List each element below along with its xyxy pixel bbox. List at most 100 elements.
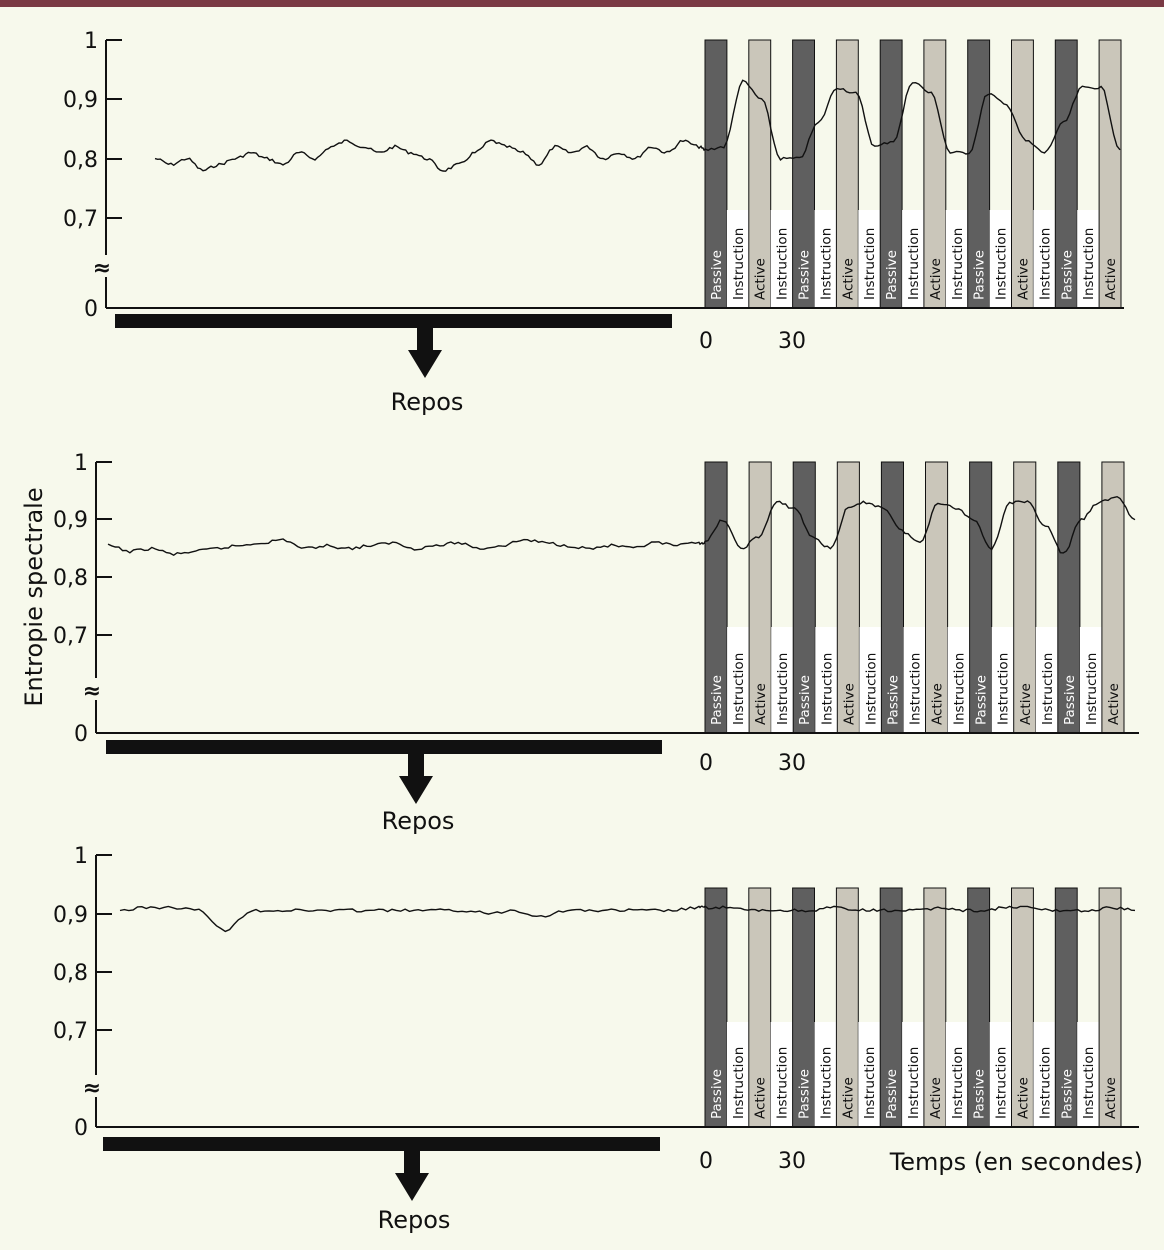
segment-label: Instruction [1037, 228, 1053, 300]
segment-label: Instruction [818, 1047, 834, 1119]
x-tick-label: 0 [699, 751, 713, 776]
segment-label: Instruction [863, 653, 879, 725]
segment-label: Instruction [862, 228, 878, 300]
segment-label: Instruction [906, 228, 922, 300]
rest-indicator: Repos [115, 314, 672, 416]
segment-label: Passive [884, 250, 900, 300]
segment-label: Active [753, 683, 769, 725]
axes: 1 0,9 0,8 0,7 0 ≈ [53, 844, 1139, 1141]
segment-label: Passive [797, 675, 813, 725]
segment-block-instruction [1077, 210, 1100, 308]
segment-block-instruction [947, 627, 970, 733]
x-tick-label: 0 [699, 1149, 713, 1174]
segment-block-instruction [814, 1022, 837, 1127]
segment-label: Active [1103, 1077, 1119, 1119]
segment-label: Instruction [950, 1047, 966, 1119]
axis-break-icon: ≈ [93, 256, 111, 281]
y-axis-label: Entropie spectrale [20, 487, 48, 706]
segment-label: Active [840, 1077, 856, 1119]
rest-label: Repos [378, 1206, 451, 1234]
segment-label: Passive [1062, 675, 1078, 725]
segment-label: Passive [709, 250, 725, 300]
rest-bar [115, 314, 672, 328]
segment-block-instruction [771, 627, 794, 733]
rest-label: Repos [391, 388, 464, 416]
segment-label: Passive [972, 1069, 988, 1119]
segment-label: Instruction [775, 1047, 791, 1119]
segment-label: Active [1106, 683, 1122, 725]
segment-label: Instruction [1081, 1047, 1097, 1119]
x-tick-label: 30 [778, 751, 806, 776]
y-tick-label: 0 [74, 722, 88, 747]
x-tick-label: 0 [699, 329, 713, 354]
x-tick-label: 30 [778, 329, 806, 354]
y-tick-label: 0,7 [53, 624, 88, 649]
segment-label: Active [753, 258, 769, 300]
segment-label: Instruction [775, 228, 791, 300]
segment-label: Active [841, 683, 857, 725]
segment-label: Instruction [819, 653, 835, 725]
segment-block-instruction [1033, 210, 1056, 308]
segment-label: Passive [709, 1069, 725, 1119]
segment-block-instruction [858, 210, 881, 308]
segment-block-instruction [945, 1022, 968, 1127]
axis-break-icon: ≈ [83, 679, 101, 704]
segment-block-instruction [770, 1022, 793, 1127]
x-axis-label: Temps (en secondes) [889, 1148, 1143, 1176]
segment-label: Instruction [1081, 228, 1097, 300]
chart-panel-bottom: Passive Instruction Active Instruction Passi… [53, 844, 1139, 1234]
segment-label: Active [753, 1077, 769, 1119]
segment-block-instruction [1033, 1022, 1056, 1127]
rest-label: Repos [382, 807, 455, 835]
segment-label: Passive [1059, 250, 1075, 300]
series-line [107, 495, 1136, 557]
segment-block-instruction [727, 627, 750, 733]
segment-label: Instruction [1084, 653, 1100, 725]
y-tick-label: 0 [84, 297, 98, 322]
segment-label: Active [1016, 258, 1032, 300]
segment-block-instruction [858, 1022, 881, 1127]
axes: 1 0,9 0,8 0,7 0 ≈ [53, 451, 1139, 747]
segment-label: Instruction [952, 653, 968, 725]
segment-block-instruction [1079, 627, 1102, 733]
y-tick-label: 0,7 [53, 1019, 88, 1044]
segment-label: Instruction [950, 228, 966, 300]
segment-label: Passive [1059, 1069, 1075, 1119]
segment-block-instruction [903, 627, 926, 733]
segment-label: Instruction [994, 228, 1010, 300]
segment-label: Passive [974, 675, 990, 725]
y-tick-label: 0,8 [53, 566, 88, 591]
down-arrow-icon [399, 754, 433, 804]
segment-label: Active [1103, 258, 1119, 300]
y-tick-label: 1 [74, 451, 88, 476]
segment-block-instruction [945, 210, 968, 308]
segment-label: Passive [709, 675, 725, 725]
segment-label: Instruction [996, 653, 1012, 725]
down-arrow-icon [395, 1151, 429, 1201]
y-tick-label: 0 [74, 1116, 88, 1141]
axes: 1 0,9 0,8 0,7 0 ≈ [63, 29, 1124, 322]
rest-bar [103, 1137, 660, 1151]
segment-block-instruction [902, 1022, 924, 1127]
segment-block-instruction [989, 210, 1012, 308]
rest-bar [106, 740, 662, 754]
segment-label: Passive [885, 675, 901, 725]
y-tick-label: 0,8 [53, 961, 88, 986]
segment-label: Active [840, 258, 856, 300]
segment-label: Instruction [1040, 653, 1056, 725]
segment-label: Active [928, 258, 944, 300]
segment-label: Instruction [862, 1047, 878, 1119]
segment-block-instruction [726, 1022, 749, 1127]
top-rule [0, 0, 1164, 7]
segment-blocks: Passive Instruction Active Instruction Passi… [704, 887, 1122, 1128]
segment-block-instruction [770, 210, 793, 308]
rest-indicator: Repos [103, 1137, 660, 1234]
series-line [154, 79, 1121, 172]
y-tick-label: 1 [84, 29, 98, 54]
segment-block-instruction [1077, 1022, 1100, 1127]
segment-label: Instruction [994, 1047, 1010, 1119]
segment-label: Passive [797, 1069, 813, 1119]
series-line [119, 905, 1136, 933]
segment-label: Instruction [906, 1047, 922, 1119]
